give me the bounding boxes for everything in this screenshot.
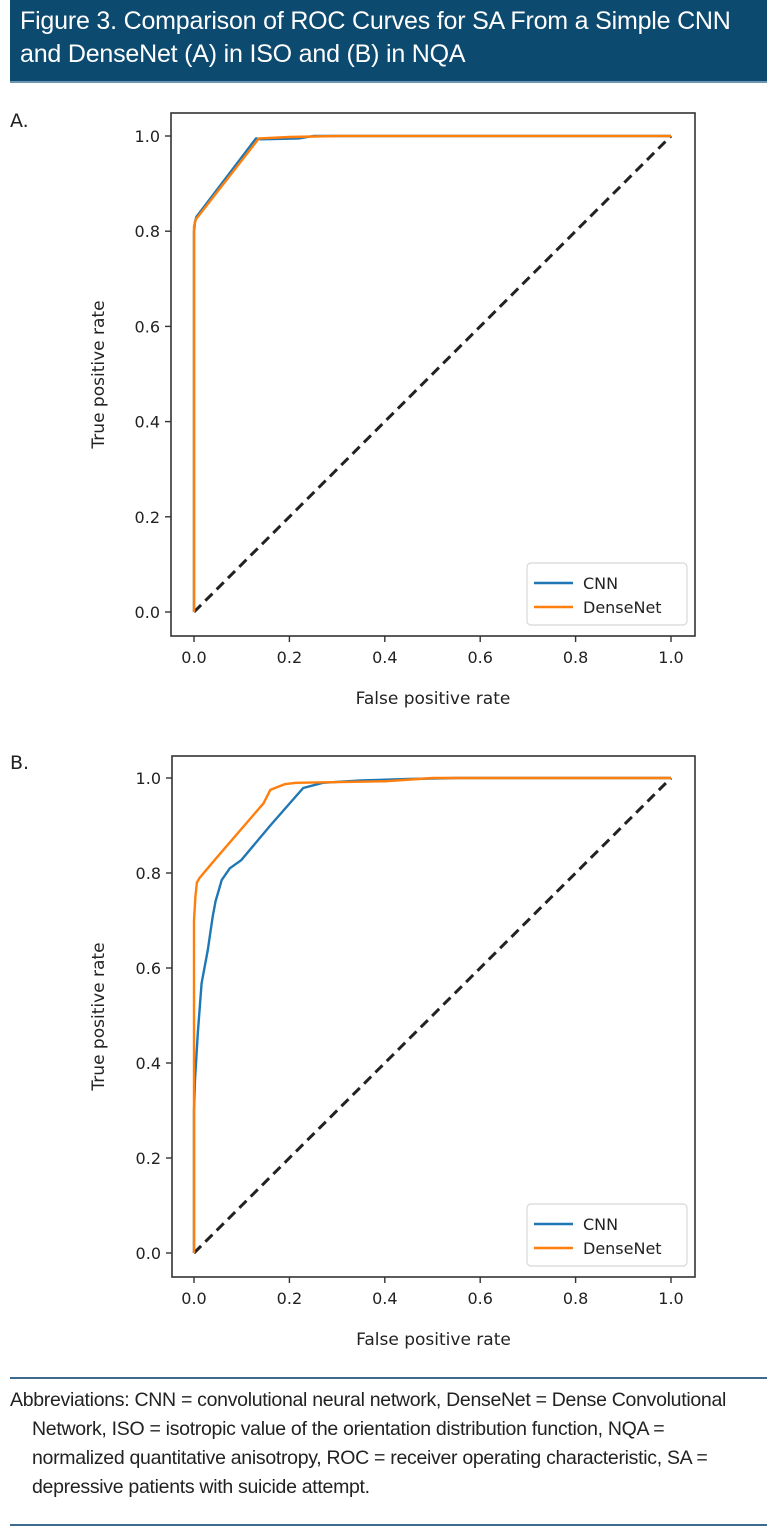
y-tick-label: 0.0 <box>135 603 160 622</box>
y-tick-label: 1.0 <box>136 769 161 788</box>
footnote-bottom-rule <box>10 1524 767 1526</box>
roc-chart-a: 0.0 0.2 0.4 0.6 0.8 1.0 0.0 0.2 0.4 0.6 0.8 1.0 Fals… <box>89 112 696 709</box>
x-tick-label: 0.0 <box>181 648 206 667</box>
legend-label-cnn: CNN <box>583 1215 618 1234</box>
figure-title: Figure 3. Comparison of ROC Curves for S… <box>20 7 731 68</box>
legend-box <box>526 1203 688 1267</box>
y-tick-label: 0.0 <box>136 1244 161 1263</box>
y-tick-label: 0.8 <box>135 222 160 241</box>
plot-frame <box>170 112 696 637</box>
footnote-top-rule <box>10 1377 767 1379</box>
roc-chart-b: 0.0 0.2 0.4 0.6 0.8 1.0 0.0 0.2 0.4 0.6 0.8 1.0 Fals… <box>89 755 696 1350</box>
x-tick-label: 1.0 <box>658 1289 683 1308</box>
x-tick-label: 0.6 <box>467 648 492 667</box>
y-tick-label: 1.0 <box>135 127 160 146</box>
series-line-densenet <box>192 776 671 1253</box>
x-tick-label: 0.2 <box>277 648 302 667</box>
chance-diagonal-line <box>192 134 673 614</box>
x-axis-label: False positive rate <box>356 1330 511 1350</box>
y-tick-label: 0.6 <box>136 959 161 978</box>
y-tick-label: 0.6 <box>135 317 160 336</box>
series-line-cnn <box>192 776 671 1253</box>
legend-label-densenet: DenseNet <box>583 1239 662 1258</box>
x-tick-label: 0.4 <box>372 1289 397 1308</box>
y-tick-label: 0.8 <box>136 864 161 883</box>
x-tick-label: 0.8 <box>563 648 588 667</box>
y-tick-label: 0.2 <box>136 1149 161 1168</box>
figure-header: Figure 3. Comparison of ROC Curves for S… <box>10 0 767 83</box>
x-tick-label: 0.0 <box>181 1289 206 1308</box>
plot-frame <box>171 755 696 1278</box>
abbreviations-footnote: Abbreviations: CNN = convolutional neura… <box>10 1389 727 1498</box>
y-axis-label: True positive rate <box>89 942 109 1091</box>
x-tick-label: 0.2 <box>277 1289 302 1308</box>
legend-label-densenet: DenseNet <box>583 598 662 617</box>
x-tick-label: 1.0 <box>658 648 683 667</box>
legend-label-cnn: CNN <box>583 574 618 593</box>
y-tick-label: 0.4 <box>135 413 160 432</box>
series-line-densenet <box>192 134 671 612</box>
y-tick-label: 0.4 <box>136 1054 161 1073</box>
y-axis-label: True positive rate <box>89 300 109 449</box>
chance-diagonal-line <box>192 776 673 1255</box>
x-tick-label: 0.4 <box>372 648 397 667</box>
x-tick-label: 0.6 <box>467 1289 492 1308</box>
x-tick-label: 0.8 <box>563 1289 588 1308</box>
x-axis-label: False positive rate <box>356 689 511 709</box>
y-tick-label: 0.2 <box>135 508 160 527</box>
panel-label-b: B. <box>10 752 30 774</box>
legend-box <box>526 562 688 626</box>
panel-label-a: A. <box>10 110 29 132</box>
